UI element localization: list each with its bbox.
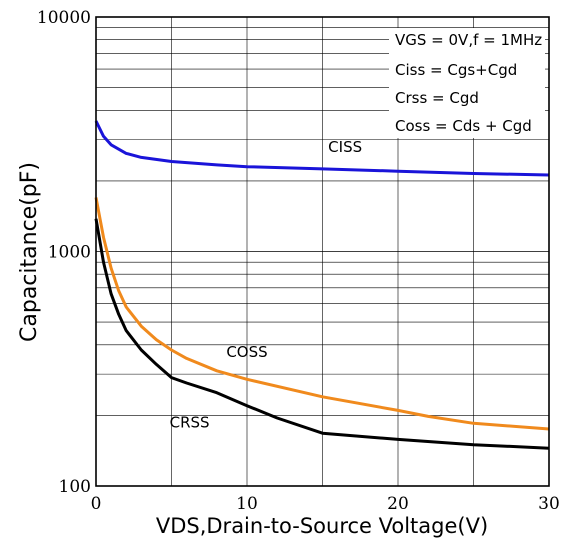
x-tick-label: 30: [538, 494, 560, 514]
series-label-crss: CRSS: [170, 413, 210, 431]
y-tick-label: 100: [59, 477, 91, 497]
series-line-ciss: [94, 120, 550, 177]
plot-frame: [95, 16, 550, 487]
x-axis-title: VDS,Drain-to-Source Voltage(V): [156, 514, 488, 538]
y-axis-title: Capacitance(pF): [17, 162, 42, 342]
series-label-coss: COSS: [226, 343, 267, 361]
notes-background: [389, 28, 545, 138]
y-tick-label: 1000: [48, 243, 91, 263]
notes-box: VGS = 0V,f = 1MHz Ciss = Cgs+Cgd Crss = …: [389, 28, 545, 138]
note-conditions: VGS = 0V,f = 1MHz: [395, 31, 542, 49]
series-line-coss: [94, 197, 550, 431]
note-coss: Coss = Cds + Cgd: [395, 117, 532, 135]
series-lines: [94, 120, 550, 450]
tick-labels: 0 10 20 30 100 1000 10000: [37, 8, 560, 514]
series-labels: CISS COSS CRSS: [170, 138, 362, 431]
x-tick-label: 0: [91, 494, 102, 514]
series-label-ciss: CISS: [328, 138, 362, 156]
y-tick-label: 10000: [37, 8, 91, 28]
series-line-crss: [94, 218, 550, 450]
note-ciss: Ciss = Cgs+Cgd: [395, 61, 517, 79]
x-tick-label: 20: [387, 494, 409, 514]
note-crss: Crss = Cgd: [395, 89, 479, 107]
x-tick-label: 10: [236, 494, 258, 514]
